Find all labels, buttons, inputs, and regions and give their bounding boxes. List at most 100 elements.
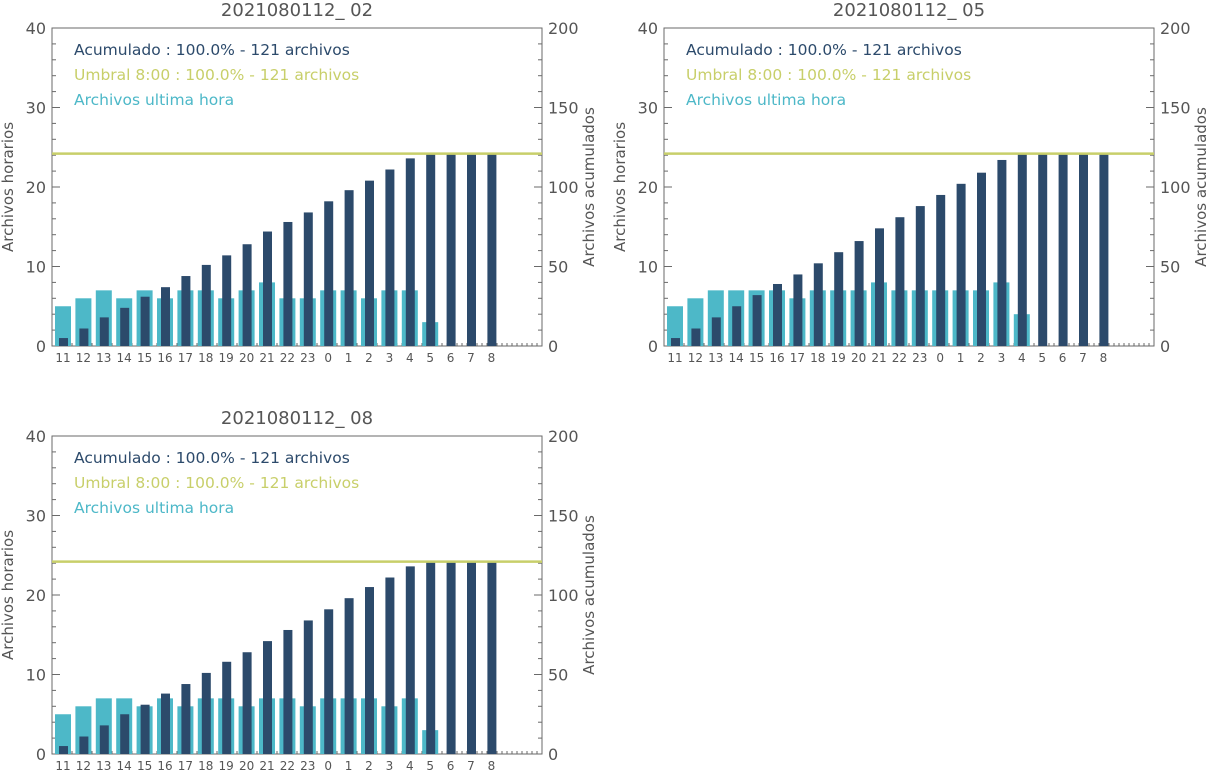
x-tick-label: 8 <box>488 351 496 365</box>
bar-cumulative <box>283 629 293 754</box>
x-tick-label: 23 <box>300 351 315 365</box>
bar-cumulative <box>487 561 497 754</box>
bar-cumulative <box>263 641 272 754</box>
bar-cumulative <box>263 231 272 346</box>
bar-cumulative <box>59 746 68 754</box>
y-tick-label-right: 50 <box>548 258 568 277</box>
x-tick-label: 19 <box>219 759 234 771</box>
y-tick-label-left: 40 <box>26 19 46 38</box>
y-tick-label-left: 30 <box>638 99 658 118</box>
x-tick-label: 22 <box>280 759 295 771</box>
y-axis-title-right: Archivos acumulados <box>580 107 598 267</box>
x-tick-label: 19 <box>831 351 846 365</box>
x-tick-label: 21 <box>259 759 274 771</box>
legend-entry: Acumulado : 100.0% - 121 archivos <box>74 449 350 467</box>
y-tick-label-left: 10 <box>638 258 658 277</box>
bar-cumulative <box>977 172 986 346</box>
x-tick-label: 0 <box>324 759 332 771</box>
y-tick-label-right: 200 <box>548 427 579 446</box>
y-tick-label-left: 0 <box>36 745 46 764</box>
y-tick-label-right: 0 <box>1160 337 1170 356</box>
x-tick-label: 0 <box>936 351 944 365</box>
x-tick-label: 7 <box>467 351 475 365</box>
x-tick-label: 0 <box>324 351 332 365</box>
bar-cumulative <box>181 684 191 754</box>
bar-cumulative <box>59 338 68 346</box>
y-tick-label-right: 150 <box>548 99 579 118</box>
bar-cumulative <box>344 598 354 754</box>
bar-cumulative <box>344 190 354 346</box>
bar-cumulative <box>385 169 395 346</box>
x-tick-label: 2 <box>977 351 985 365</box>
bar-cumulative <box>242 244 252 346</box>
bar-cumulative <box>201 672 211 754</box>
bar-cumulative <box>936 194 946 346</box>
x-tick-label: 7 <box>1079 351 1087 365</box>
bar-cumulative <box>405 566 415 754</box>
bar-cumulative <box>1099 153 1109 346</box>
x-tick-label: 4 <box>1018 351 1026 365</box>
y-tick-label-right: 200 <box>548 19 579 38</box>
x-tick-label: 16 <box>157 351 172 365</box>
x-tick-label: 18 <box>198 759 213 771</box>
x-tick-label: 11 <box>667 351 682 365</box>
bar-cumulative <box>140 296 150 346</box>
chart-panel-3: 2021080112_ 08 0 10 20 30 40 0 50 100 150 200 Archi… <box>0 408 603 775</box>
x-tick-label: 20 <box>239 759 254 771</box>
bar-cumulative <box>1058 153 1068 346</box>
bar-cumulative <box>711 317 721 346</box>
x-tick-label: 17 <box>178 759 193 771</box>
bar-cumulative <box>426 153 436 346</box>
x-tick-label: 23 <box>912 351 927 365</box>
x-tick-label: 14 <box>729 351 744 365</box>
x-tick-label: 13 <box>708 351 723 365</box>
bar-hourly <box>55 714 71 754</box>
legend-entry: Archivos ultima hora <box>74 91 234 109</box>
y-axis-title-left: Archivos horarios <box>0 122 17 252</box>
bar-cumulative <box>324 609 334 754</box>
x-tick-label: 5 <box>426 759 434 771</box>
x-tick-label: 13 <box>96 351 111 365</box>
chart-panel-2: 2021080112_ 05 0 10 20 30 40 0 50 100 150 200 Archi… <box>611 0 1206 389</box>
y-tick-label-left: 30 <box>26 507 46 526</box>
x-tick-label: 15 <box>749 351 764 365</box>
bar-cumulative <box>956 183 966 346</box>
bar-cumulative <box>1038 153 1048 346</box>
x-tick-label: 20 <box>239 351 254 365</box>
x-tick-label: 12 <box>76 351 91 365</box>
y-tick-label-left: 20 <box>26 178 46 197</box>
chart-svg: 2021080112_ 05010203040050100150200Archi… <box>611 0 1206 365</box>
bar-cumulative <box>242 652 252 754</box>
x-tick-label: 7 <box>467 759 475 771</box>
x-tick-label: 8 <box>1100 351 1108 365</box>
x-tick-label: 21 <box>871 351 886 365</box>
legend-entry: Acumulado : 100.0% - 121 archivos <box>686 41 962 59</box>
bar-hourly <box>667 306 683 346</box>
y-axis-title-left: Archivos horarios <box>612 122 629 252</box>
x-tick-label: 11 <box>55 759 70 771</box>
bar-cumulative <box>161 693 170 754</box>
bar-cumulative <box>120 714 130 754</box>
x-tick-label: 1 <box>957 351 965 365</box>
x-tick-label: 4 <box>406 351 414 365</box>
legend-entry: Archivos ultima hora <box>74 499 234 517</box>
x-tick-label: 22 <box>892 351 907 365</box>
x-tick-label: 11 <box>55 351 70 365</box>
bar-cumulative <box>385 577 395 754</box>
y-tick-label-right: 100 <box>548 178 579 197</box>
x-tick-label: 13 <box>96 759 111 771</box>
y-tick-label-left: 30 <box>26 99 46 118</box>
bar-cumulative <box>120 307 130 346</box>
bar-cumulative <box>303 620 313 754</box>
bar-cumulative <box>875 228 884 346</box>
x-tick-label: 18 <box>810 351 825 365</box>
legend-entry: Umbral 8:00 : 100.0% - 121 archivos <box>74 474 359 492</box>
bar-cumulative <box>446 153 456 346</box>
chart-title: 2021080112_ 08 <box>221 408 373 429</box>
y-tick-label-left: 40 <box>26 427 46 446</box>
bar-cumulative <box>365 587 374 754</box>
bar-cumulative <box>813 263 823 346</box>
bar-cumulative <box>405 158 415 346</box>
y-tick-label-left: 10 <box>26 258 46 277</box>
x-tick-label: 23 <box>300 759 315 771</box>
